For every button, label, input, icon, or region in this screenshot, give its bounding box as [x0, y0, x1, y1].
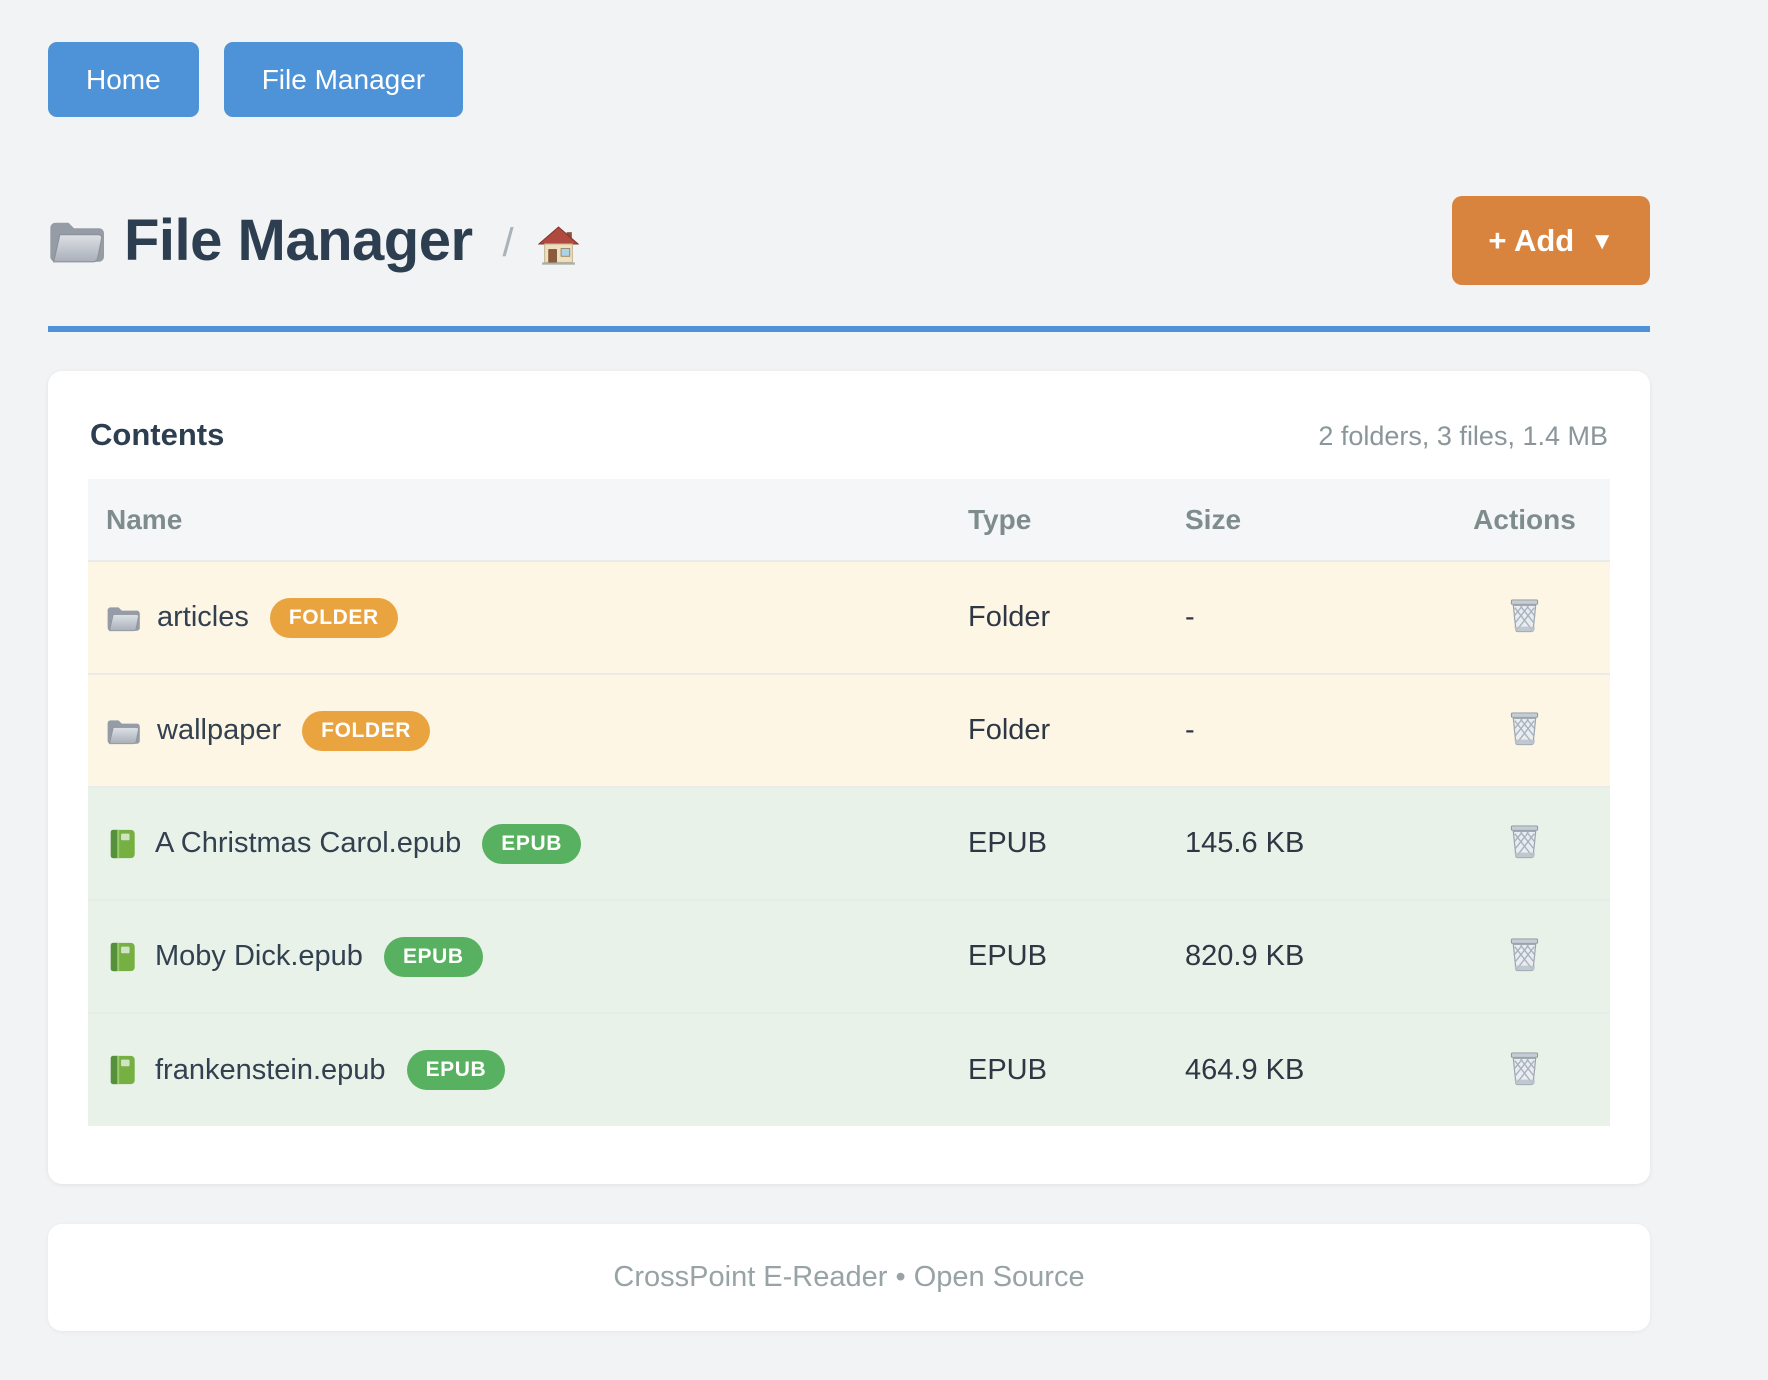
- type-cell: EPUB: [967, 900, 1184, 1013]
- type-badge: EPUB: [482, 824, 581, 864]
- folder-icon: [106, 604, 140, 632]
- delete-button[interactable]: [1503, 932, 1546, 977]
- home-button[interactable]: Home: [48, 42, 199, 117]
- folder-icon: [48, 217, 104, 264]
- page-title: File Manager: [124, 207, 473, 274]
- contents-card: Contents 2 folders, 3 files, 1.4 MB Name…: [48, 371, 1650, 1184]
- type-cell: Folder: [967, 561, 1184, 674]
- add-button[interactable]: + Add ▼: [1452, 196, 1650, 285]
- size-cell: -: [1184, 674, 1439, 787]
- delete-button[interactable]: [1503, 706, 1546, 751]
- footer-text: CrossPoint E-Reader • Open Source: [613, 1261, 1084, 1294]
- type-badge: EPUB: [384, 937, 483, 977]
- table-row: A Christmas Carol.epub EPUB EPUB 145.6 K…: [88, 787, 1610, 900]
- table-row: articles FOLDER Folder -: [88, 561, 1610, 674]
- table-row: Moby Dick.epub EPUB EPUB 820.9 KB: [88, 900, 1610, 1013]
- column-header-actions: Actions: [1439, 479, 1610, 561]
- book-icon: [106, 828, 138, 860]
- item-name-link[interactable]: A Christmas Carol.epub: [155, 827, 461, 860]
- footer: CrossPoint E-Reader • Open Source: [48, 1224, 1650, 1331]
- trash-icon: [1507, 823, 1542, 860]
- item-name-link[interactable]: Moby Dick.epub: [155, 940, 363, 973]
- file-manager-button[interactable]: File Manager: [224, 42, 463, 117]
- size-cell: 464.9 KB: [1184, 1013, 1439, 1126]
- type-badge: FOLDER: [270, 598, 398, 638]
- table-row: wallpaper FOLDER Folder -: [88, 674, 1610, 787]
- delete-button[interactable]: [1503, 819, 1546, 864]
- delete-button[interactable]: [1503, 593, 1546, 638]
- trash-icon: [1507, 936, 1542, 973]
- size-cell: 145.6 KB: [1184, 787, 1439, 900]
- table-row: frankenstein.epub EPUB EPUB 464.9 KB: [88, 1013, 1610, 1126]
- add-button-label: + Add: [1488, 223, 1574, 259]
- size-cell: 820.9 KB: [1184, 900, 1439, 1013]
- house-icon[interactable]: [538, 225, 579, 266]
- book-icon: [106, 1054, 138, 1086]
- type-cell: Folder: [967, 674, 1184, 787]
- item-name-link[interactable]: articles: [157, 601, 249, 634]
- delete-button[interactable]: [1503, 1046, 1546, 1091]
- column-header-size: Size: [1184, 479, 1439, 561]
- type-badge: EPUB: [407, 1050, 506, 1090]
- type-cell: EPUB: [967, 787, 1184, 900]
- trash-icon: [1507, 597, 1542, 634]
- folder-icon: [106, 717, 140, 745]
- breadcrumb-separator: /: [503, 221, 514, 266]
- table-header-row: Name Type Size Actions: [88, 479, 1610, 561]
- contents-summary: 2 folders, 3 files, 1.4 MB: [1318, 421, 1608, 452]
- column-header-type: Type: [967, 479, 1184, 561]
- top-nav: Home File Manager: [48, 42, 1650, 117]
- item-name-link[interactable]: frankenstein.epub: [155, 1054, 386, 1087]
- contents-heading: Contents: [90, 417, 224, 453]
- column-header-name: Name: [88, 479, 967, 561]
- type-cell: EPUB: [967, 1013, 1184, 1126]
- caret-down-icon: ▼: [1590, 228, 1614, 256]
- trash-icon: [1507, 710, 1542, 747]
- page-header: File Manager / + Add ▼: [48, 196, 1650, 285]
- trash-icon: [1507, 1050, 1542, 1087]
- title-underline: [48, 326, 1650, 332]
- size-cell: -: [1184, 561, 1439, 674]
- item-name-link[interactable]: wallpaper: [157, 714, 281, 747]
- type-badge: FOLDER: [302, 711, 430, 751]
- book-icon: [106, 941, 138, 973]
- file-table: Name Type Size Actions articles FOLDER F…: [88, 479, 1610, 1126]
